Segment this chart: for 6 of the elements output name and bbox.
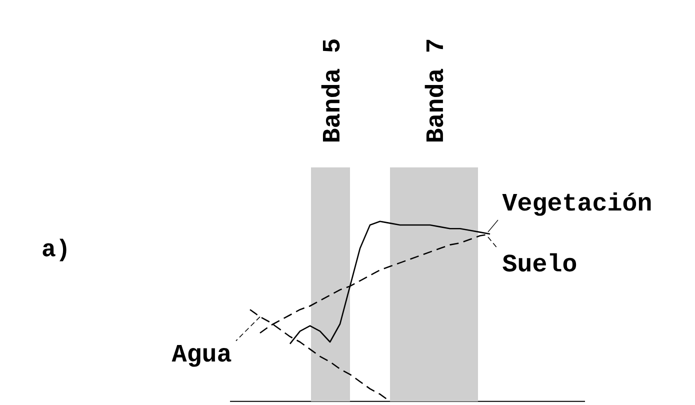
legend-label: Agua	[172, 345, 232, 367]
text: Banda 5	[321, 39, 340, 142]
text: a)	[42, 238, 66, 262]
series-label: Vegetación	[502, 192, 651, 216]
legend-label: Suelo	[502, 253, 576, 272]
text: Banda 7	[424, 40, 444, 142]
